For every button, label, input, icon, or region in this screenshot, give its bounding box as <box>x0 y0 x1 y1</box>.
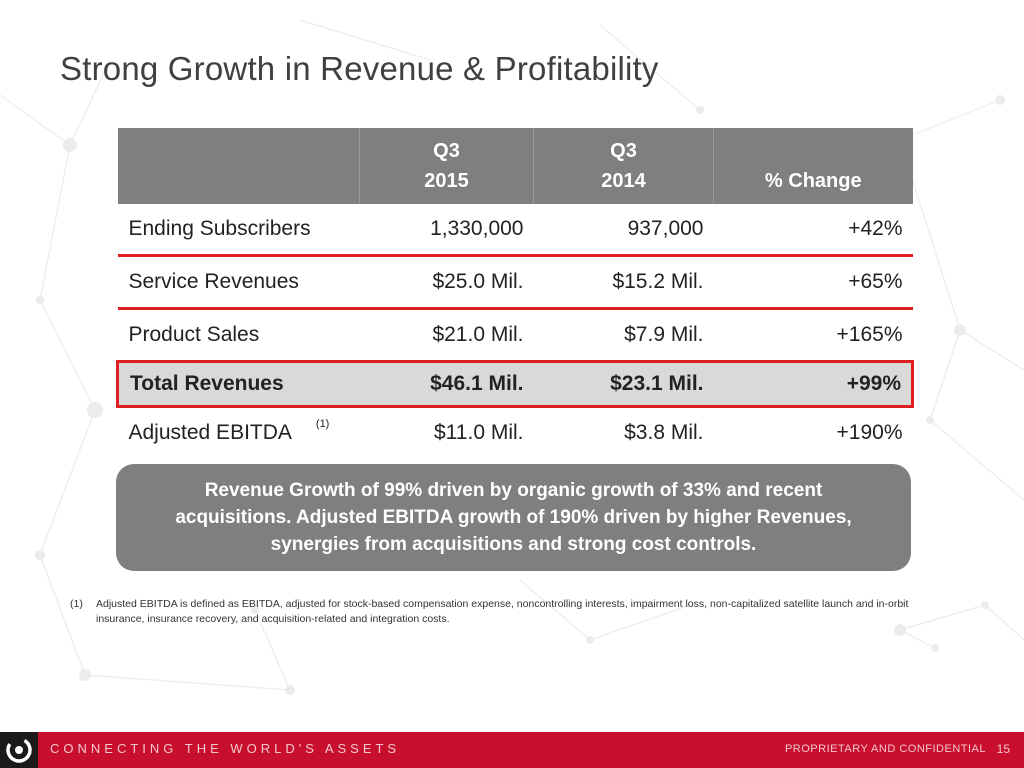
company-logo-icon <box>0 732 38 768</box>
cell-change: +65% <box>713 255 913 310</box>
cell-q3-2014: $3.8 Mil. <box>624 421 704 444</box>
header-q3-2015: Q3 2015 <box>359 128 534 204</box>
callout-text: Revenue Growth of 99% driven by organic … <box>175 480 852 555</box>
table-row-service-revenues: Service Revenues $25.0 Mil. $15.2 Mil. +… <box>117 255 913 310</box>
financial-summary-table: Q3 2015 Q3 2014 % Change Ending Subscrib… <box>116 128 914 459</box>
row-label: Service Revenues <box>117 255 360 310</box>
table-row-ending-subscribers: Ending Subscribers 1,330,000 937,000 +42… <box>117 204 913 257</box>
slide-title: Strong Growth in Revenue & Profitability <box>60 50 659 87</box>
cell-change: +190% <box>836 421 903 444</box>
footer-tagline: CONNECTING THE WORLD'S ASSETS <box>50 741 401 756</box>
row-label: Adjusted EBITDA (1) <box>118 407 360 459</box>
row-label: Product Sales <box>128 323 260 346</box>
logo-mark <box>6 737 32 763</box>
cell-change: +165% <box>836 323 903 346</box>
table-row-product-sales: Product Sales $21.0 Mil. $7.9 Mil. +165% <box>118 309 913 362</box>
header-q3-2014: Q3 2014 <box>533 128 714 204</box>
cell-q3-2015: $46.1 Mil. <box>359 360 534 408</box>
table-header-row: Q3 2015 Q3 2014 % Change <box>117 128 913 204</box>
cell-q3-2015: $21.0 Mil. <box>432 323 524 346</box>
cell-q3-2015: 1,330,000 <box>359 204 534 257</box>
footnote-marker: (1) <box>70 598 83 610</box>
header-percent-change: % Change <box>713 128 913 204</box>
row-label: Ending Subscribers <box>117 204 360 257</box>
summary-callout: Revenue Growth of 99% driven by organic … <box>116 464 911 571</box>
cell-q3-2014: $15.2 Mil. <box>533 255 714 310</box>
header-metric <box>117 128 360 204</box>
footnote: (1) Adjusted EBITDA is defined as EBITDA… <box>70 597 950 627</box>
footnote-reference: (1) <box>315 418 330 430</box>
cell-q3-2015: $11.0 Mil. <box>434 421 524 444</box>
page-number: 15 <box>996 742 1010 756</box>
cell-change: +99% <box>713 360 914 408</box>
row-label: Total Revenues <box>116 360 360 408</box>
cell-q3-2015: $25.0 Mil. <box>359 255 534 310</box>
cell-change: +42% <box>713 204 913 257</box>
cell-q3-2014: 937,000 <box>533 204 714 257</box>
row-label-text: Adjusted EBITDA <box>128 421 292 444</box>
cell-q3-2014: $23.1 Mil. <box>533 360 714 408</box>
footnote-text: Adjusted EBITDA is defined as EBITDA, ad… <box>96 598 909 625</box>
table-row-total-revenues: Total Revenues $46.1 Mil. $23.1 Mil. +99… <box>116 360 914 408</box>
table-row-adjusted-ebitda: Adjusted EBITDA (1) $11.0 Mil. $3.8 Mil. … <box>118 407 913 459</box>
footer-bar: CONNECTING THE WORLD'S ASSETS PROPRIETAR… <box>0 732 1024 768</box>
cell-q3-2014: $7.9 Mil. <box>624 323 704 346</box>
footer-confidential: PROPRIETARY AND CONFIDENTIAL <box>784 743 986 755</box>
